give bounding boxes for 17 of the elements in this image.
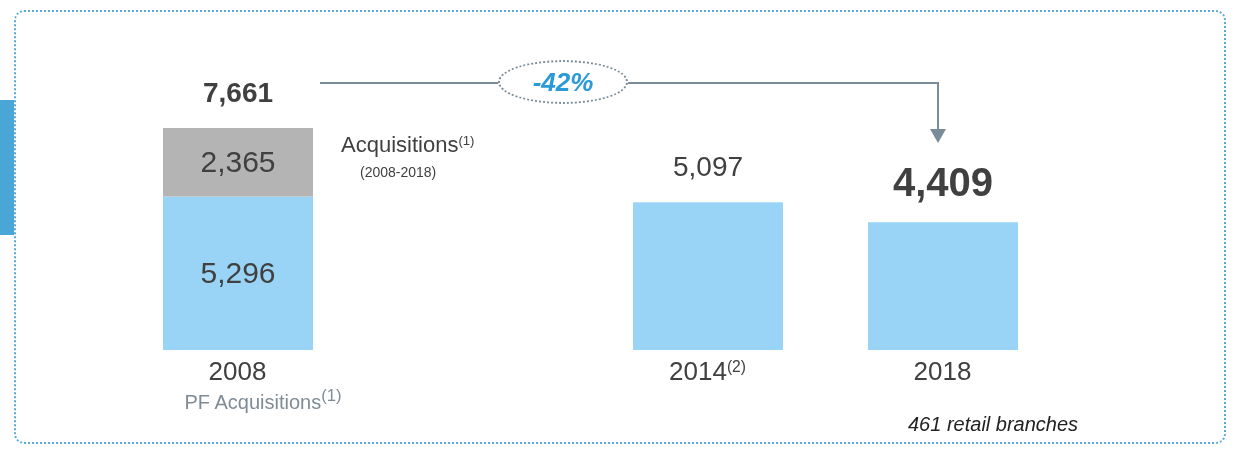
text: 461 retail branches [908,413,1079,435]
text: -42% [532,66,594,98]
series-label: Acquisitions$^{(1)}$ [341,132,475,157]
bar [868,222,1018,350]
data-label: 5,296 [200,256,276,290]
data-label: 2,365 [200,145,276,179]
annotation: (2008-2018) [360,164,437,180]
total-label: 5,097 [672,151,744,183]
bar [163,196,313,350]
total-label: 4,409 [892,160,994,205]
text: PF Acquisitions$^{(1)}$ [184,386,342,413]
total-label: 7,661 [202,77,274,108]
x-tick-label: 2018 [913,356,972,386]
x-tick-label: 2014$^{(2)}$ [669,356,746,386]
bar [163,128,313,197]
bar [633,202,783,350]
x-tick-label: 2008 [208,356,267,386]
